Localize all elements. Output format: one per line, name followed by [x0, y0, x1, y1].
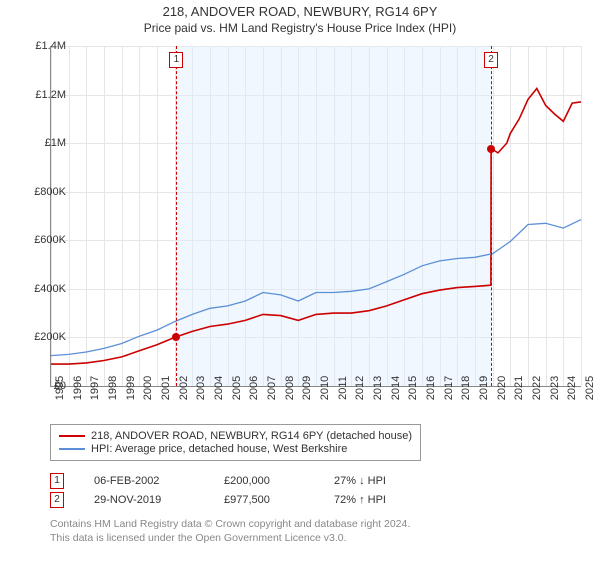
xtick-label: 2013 — [372, 376, 384, 400]
xtick-label: 1997 — [89, 376, 101, 400]
ytick-label: £1M — [21, 137, 66, 149]
sale-row: 2 29-NOV-2019£977,50072% ↑ HPI — [50, 492, 444, 508]
sale-table: 1 06-FEB-2002£200,00027% ↓ HPI 2 29-NOV-201… — [50, 470, 444, 511]
sale-date: 29-NOV-2019 — [94, 494, 224, 506]
xtick-label: 2012 — [354, 376, 366, 400]
xtick-label: 2005 — [231, 376, 243, 400]
xtick-label: 2003 — [195, 376, 207, 400]
xtick-label: 2022 — [531, 376, 543, 400]
legend: 218, ANDOVER ROAD, NEWBURY, RG14 6PY (de… — [50, 424, 421, 461]
sale-dot — [487, 145, 495, 153]
xtick-label: 2024 — [566, 376, 578, 400]
xtick-label: 2017 — [443, 376, 455, 400]
legend-item: HPI: Average price, detached house, West… — [59, 443, 412, 455]
xtick-label: 2000 — [142, 376, 154, 400]
xtick-label: 2011 — [337, 376, 349, 400]
footer-line-1: Contains HM Land Registry data © Crown c… — [50, 518, 410, 532]
xtick-label: 2006 — [248, 376, 260, 400]
ytick-label: £800K — [21, 186, 66, 198]
sale-row: 1 06-FEB-2002£200,00027% ↓ HPI — [50, 473, 444, 489]
xtick-label: 1995 — [54, 376, 66, 400]
xtick-label: 1996 — [72, 376, 84, 400]
xtick-label: 2020 — [496, 376, 508, 400]
xtick-label: 2008 — [284, 376, 296, 400]
ytick-label: £400K — [21, 283, 66, 295]
legend-label: HPI: Average price, detached house, West… — [91, 443, 347, 455]
chart-title: 218, ANDOVER ROAD, NEWBURY, RG14 6PY — [0, 4, 600, 19]
sale-diff: 72% ↑ HPI — [334, 494, 444, 506]
xtick-label: 2007 — [266, 376, 278, 400]
xtick-label: 2016 — [425, 376, 437, 400]
event-marker: 1 — [169, 52, 183, 68]
chart-subtitle: Price paid vs. HM Land Registry's House … — [0, 21, 600, 35]
legend-label: 218, ANDOVER ROAD, NEWBURY, RG14 6PY (de… — [91, 430, 412, 442]
xtick-label: 2023 — [549, 376, 561, 400]
sale-diff: 27% ↓ HPI — [334, 475, 444, 487]
chart-lines — [51, 46, 581, 386]
xtick-label: 2014 — [390, 376, 402, 400]
sale-price: £977,500 — [224, 494, 334, 506]
event-line — [491, 46, 492, 386]
footer-attribution: Contains HM Land Registry data © Crown c… — [50, 518, 410, 545]
sale-marker: 2 — [50, 492, 64, 508]
plot-area: 12 — [50, 46, 581, 387]
ytick-label: £600K — [21, 234, 66, 246]
xtick-label: 2019 — [478, 376, 490, 400]
sale-price: £200,000 — [224, 475, 334, 487]
xtick-label: 2021 — [513, 376, 525, 400]
sale-dot — [172, 333, 180, 341]
sale-marker: 1 — [50, 473, 64, 489]
legend-item: 218, ANDOVER ROAD, NEWBURY, RG14 6PY (de… — [59, 430, 412, 442]
xtick-label: 2004 — [213, 376, 225, 400]
xtick-label: 2010 — [319, 376, 331, 400]
xtick-label: 1998 — [107, 376, 119, 400]
gridline-v — [581, 46, 582, 386]
legend-swatch — [59, 448, 85, 450]
sale-date: 06-FEB-2002 — [94, 475, 224, 487]
footer-line-2: This data is licensed under the Open Gov… — [50, 532, 410, 546]
ytick-label: £1.4M — [21, 40, 66, 52]
xtick-label: 2018 — [460, 376, 472, 400]
xtick-label: 2025 — [584, 376, 596, 400]
ytick-label: £200K — [21, 331, 66, 343]
legend-swatch — [59, 435, 85, 437]
xtick-label: 2001 — [160, 376, 172, 400]
ytick-label: £1.2M — [21, 89, 66, 101]
series-line — [51, 89, 581, 365]
xtick-label: 2015 — [407, 376, 419, 400]
xtick-label: 1999 — [125, 376, 137, 400]
series-line — [51, 220, 581, 356]
xtick-label: 2009 — [301, 376, 313, 400]
event-marker: 2 — [484, 52, 498, 68]
xtick-label: 2002 — [178, 376, 190, 400]
